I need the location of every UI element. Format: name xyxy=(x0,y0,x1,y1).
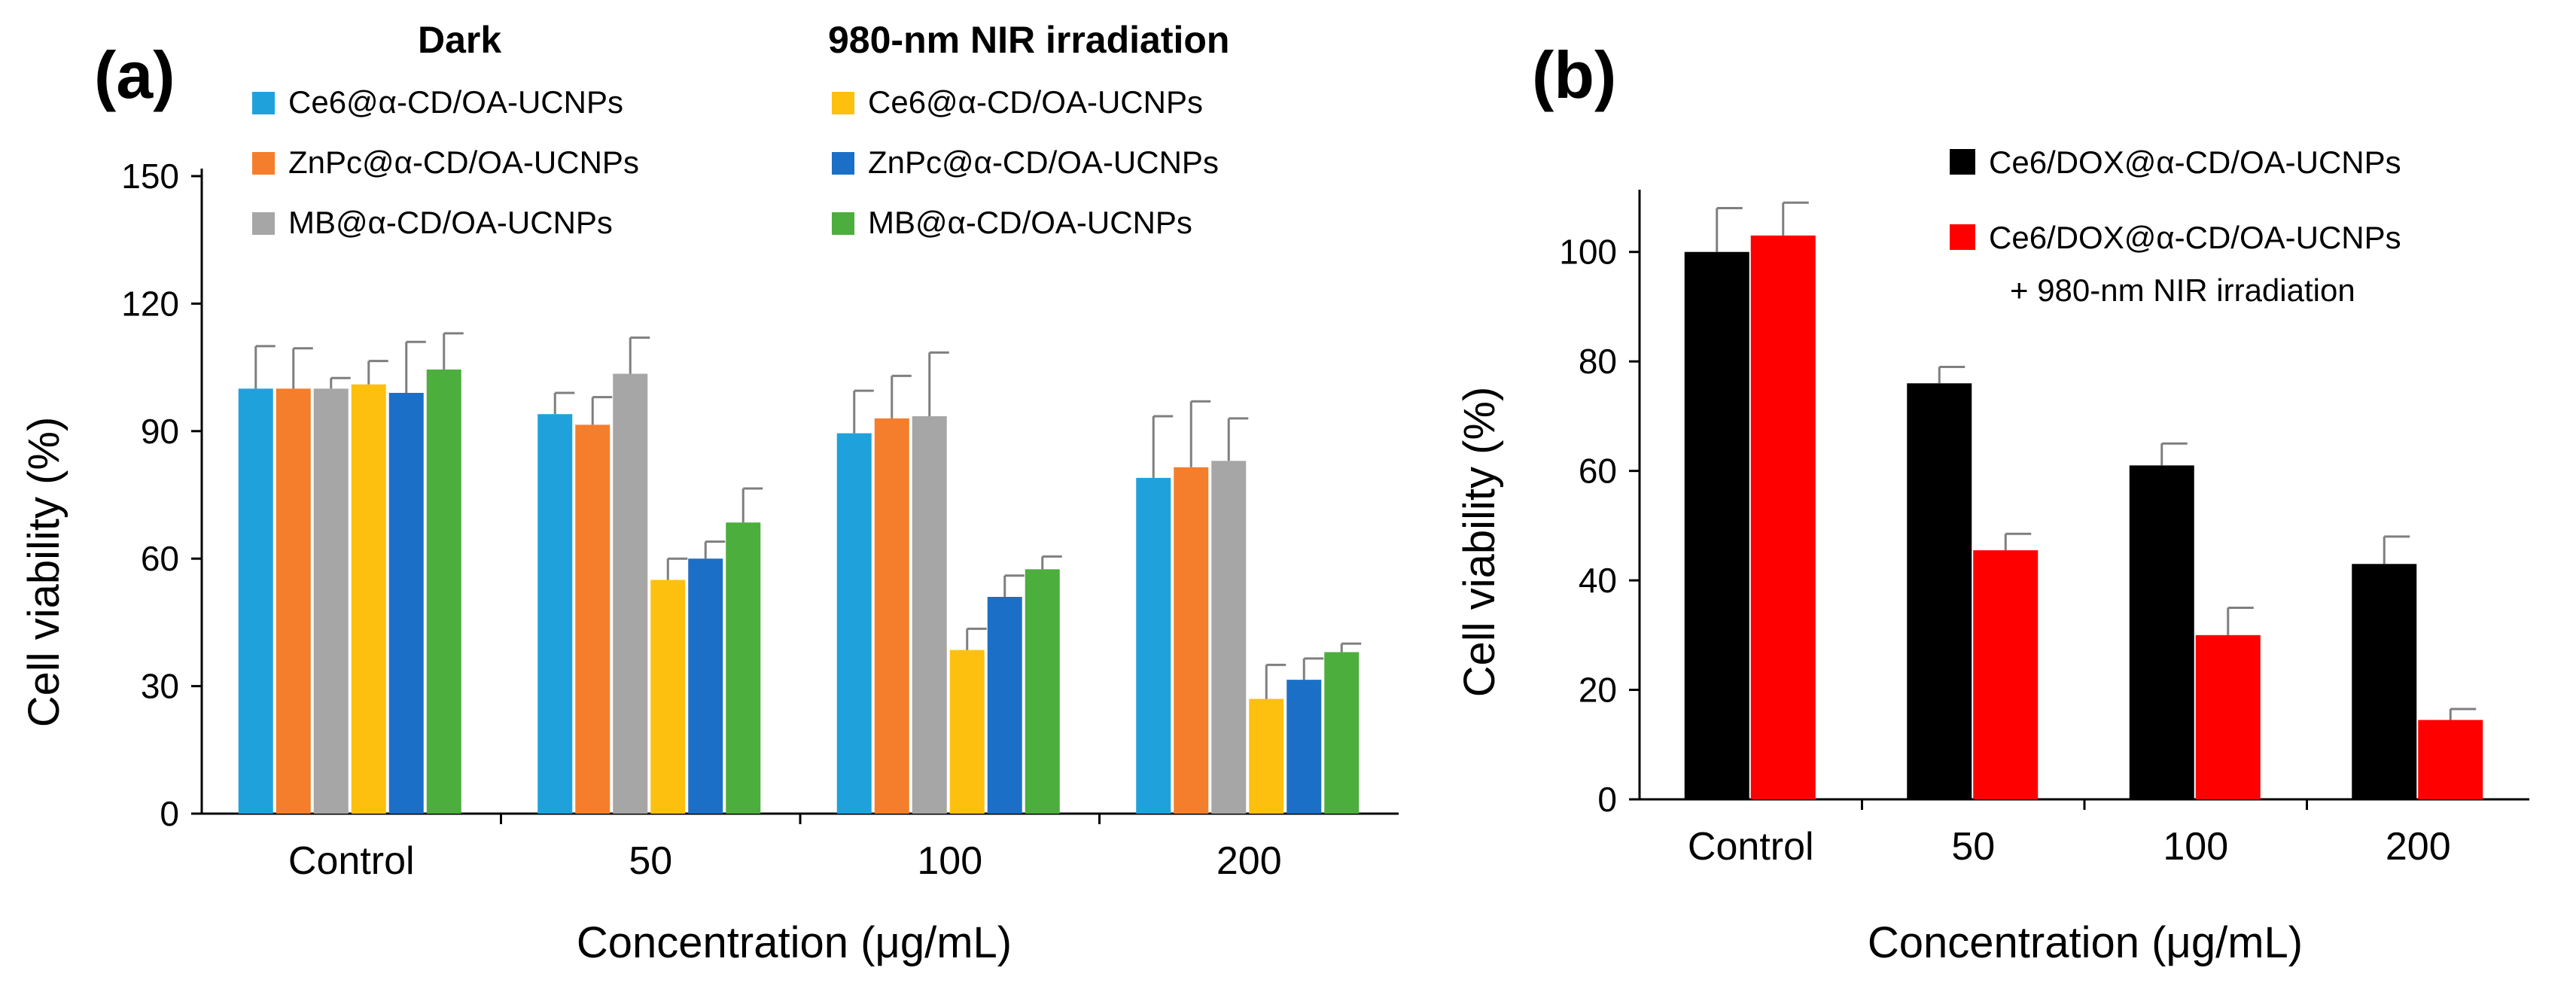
panel-b-bar xyxy=(2129,465,2194,799)
panel-a-x-category-label: 100 xyxy=(917,839,982,883)
panel-a-y-tick-label: 30 xyxy=(141,667,179,706)
legend-label: ZnPc@α-CD/OA-UCNPs xyxy=(288,145,639,180)
legend-label: MB@α-CD/OA-UCNPs xyxy=(288,205,613,240)
panel-b-label: (b) xyxy=(1532,38,1616,112)
legend-label: Ce6/DOX@α-CD/OA-UCNPs xyxy=(1989,145,2401,180)
panel-b-y-tick-label: 40 xyxy=(1579,561,1617,600)
legend-label: Ce6@α-CD/OA-UCNPs xyxy=(288,84,623,120)
legend-label: Ce6/DOX@α-CD/OA-UCNPs xyxy=(1989,220,2401,255)
panel-b-bar xyxy=(1973,550,2039,799)
panel-a-bar xyxy=(238,388,273,814)
panel-a-y-tick-label: 0 xyxy=(160,794,179,833)
panel-b: (b) Ce6/DOX@α-CD/OA-UCNPsCe6/DOX@α-CD/OA… xyxy=(1455,38,2529,967)
panel-a: (a) Dark 980-nm NIR irradiation Ce6@α-CD… xyxy=(20,19,1399,967)
panel-a-bar xyxy=(688,558,723,814)
panel-b-x-axis-title: Concentration (μg/mL) xyxy=(1868,918,2303,967)
panel-b-y-tick-label: 20 xyxy=(1579,671,1617,710)
legend-label-line2: + 980-nm NIR irradiation xyxy=(2010,272,2355,308)
panel-a-bar xyxy=(351,384,386,814)
panel-b-y-axis-title: Cell viability (%) xyxy=(1455,387,1504,698)
legend-swatch xyxy=(832,212,854,235)
panel-b-bar xyxy=(1684,251,1749,799)
panel-a-bar xyxy=(987,597,1022,814)
panel-a-bar xyxy=(1211,461,1247,814)
panel-a-y-tick-label: 90 xyxy=(141,412,179,451)
legend-swatch xyxy=(1950,224,1975,250)
panel-b-x-category-label: 200 xyxy=(2386,825,2451,869)
panel-a-y-tick-label: 150 xyxy=(121,157,179,196)
legend-group-nir-heading: 980-nm NIR irradiation xyxy=(828,19,1229,61)
panel-b-legend: Ce6/DOX@α-CD/OA-UCNPs Ce6/DOX@α-CD/OA-UCN… xyxy=(1950,145,2401,308)
legend-swatch xyxy=(252,212,275,235)
panel-a-y-tick-label: 120 xyxy=(121,284,179,323)
legend-label: MB@α-CD/OA-UCNPs xyxy=(868,205,1192,240)
legend-swatch xyxy=(832,152,854,175)
panel-a-bar xyxy=(949,650,985,814)
panel-b-y-tick-label: 0 xyxy=(1597,780,1617,819)
panel-a-bar xyxy=(575,425,611,814)
panel-a-label: (a) xyxy=(94,38,175,112)
panel-a-bar xyxy=(276,388,311,814)
panel-a-bars xyxy=(238,332,1362,814)
panel-a-bar xyxy=(613,373,648,814)
panel-b-x-category-label: Control xyxy=(1688,825,1814,869)
panel-a-bar xyxy=(912,416,947,814)
legend-swatch xyxy=(832,92,854,114)
panel-b-y-tick-label: 100 xyxy=(1559,233,1617,272)
panel-b-y-tick-label: 60 xyxy=(1579,452,1617,491)
panel-b-bar xyxy=(2418,720,2483,799)
panel-a-bar xyxy=(1324,652,1360,814)
panel-a-x-axis-title: Concentration (μg/mL) xyxy=(577,918,1012,967)
panel-a-bar xyxy=(1025,569,1060,814)
panel-b-x-category-label: 50 xyxy=(1951,825,1995,869)
legend-label: Ce6@α-CD/OA-UCNPs xyxy=(868,84,1203,120)
panel-b-y-tick-label: 80 xyxy=(1579,342,1617,381)
panel-a-bar xyxy=(836,433,872,814)
panel-a-x-category-label: 200 xyxy=(1216,839,1282,883)
panel-b-bar xyxy=(2352,564,2417,799)
panel-a-bar xyxy=(426,369,461,814)
panel-a-y-axis-title: Cell viability (%) xyxy=(20,417,69,728)
legend-group-dark-heading: Dark xyxy=(418,19,501,61)
panel-a-bar xyxy=(537,414,573,814)
panel-a-legend: Dark 980-nm NIR irradiation Ce6@α-CD/OA-… xyxy=(252,19,1229,240)
panel-a-bar xyxy=(874,418,909,814)
legend-swatch xyxy=(252,92,275,114)
panel-a-bar xyxy=(1174,467,1209,814)
panel-b-bar xyxy=(1750,235,1816,800)
panel-a-x-category-label: Control xyxy=(288,839,415,883)
panel-b-x-category-label: 100 xyxy=(2163,825,2228,869)
panel-a-bar xyxy=(313,388,349,814)
panel-a-bar xyxy=(650,580,686,814)
panel-b-bar xyxy=(1907,383,1972,800)
panel-b-bar xyxy=(2195,635,2261,799)
panel-a-bar xyxy=(388,392,424,814)
panel-a-bar xyxy=(1249,698,1284,814)
legend-swatch xyxy=(1950,149,1975,175)
panel-a-axes: 0 30 60 90 120 150 Control 50 100 200 xyxy=(121,157,1399,883)
panel-a-bar xyxy=(1286,680,1322,814)
panel-a-y-tick-label: 60 xyxy=(141,539,179,578)
panel-a-x-category-label: 50 xyxy=(629,839,672,883)
panel-b-axes: 0 20 40 60 80 100 Control 50 100 200 xyxy=(1559,190,2529,869)
legend-swatch xyxy=(252,152,275,175)
panel-a-bar xyxy=(726,522,761,814)
panel-a-bar xyxy=(1136,477,1171,814)
panel-b-bars xyxy=(1684,201,2483,800)
legend-label: ZnPc@α-CD/OA-UCNPs xyxy=(868,145,1219,180)
